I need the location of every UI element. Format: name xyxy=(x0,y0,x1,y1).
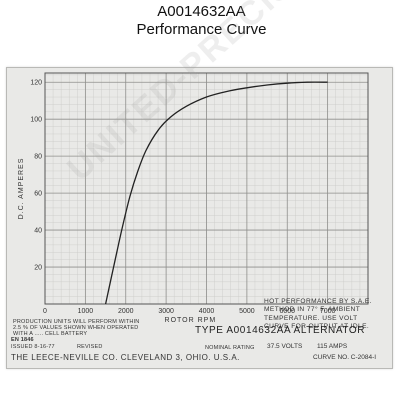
x-tick-label: 2000 xyxy=(118,308,134,315)
performance-curve-line xyxy=(104,81,328,305)
y-tick-label: 80 xyxy=(34,154,42,161)
x-tick-label: 6000 xyxy=(279,308,295,315)
part-number: A0014632AA xyxy=(157,3,246,20)
production-note-line: 2.5 % OF VALUES SHOWN WHEN OPERATED xyxy=(13,325,139,331)
performance-chart: 20 40 60 80 100 120 0 1000 2000 3000 4000 5000 6000… xyxy=(18,72,369,324)
note-line: HOT PERFORMANCE BY S.A.E. xyxy=(264,298,372,305)
company-name: THE LEECE-NEVILLE CO. CLEVELAND 3, OHIO.… xyxy=(11,353,240,362)
y-tick-label: 100 xyxy=(30,117,42,124)
plot-border xyxy=(44,72,369,305)
revised-label: REVISED xyxy=(77,344,103,350)
alternator-type: TYPE A0014632AA ALTERNATOR xyxy=(195,325,366,336)
y-tick-label: 40 xyxy=(34,228,42,235)
y-axis-label: D.C. AMPERES xyxy=(18,158,25,220)
production-note-line: WITH A ..... CELL BATTERY xyxy=(13,331,88,337)
performance-curve-sheet: 20 40 60 80 100 120 0 1000 2000 3000 4000 5000 6000… xyxy=(6,67,393,369)
curve-number: CURVE NO. C-2084-I xyxy=(313,354,377,361)
x-axis-label: ROTOR RPM xyxy=(165,317,217,324)
y-tick-label: 60 xyxy=(34,191,42,198)
y-tick-labels: 20 40 60 80 100 120 xyxy=(30,80,42,272)
x-tick-label: 1000 xyxy=(78,308,94,315)
x-tick-label: 7000 xyxy=(320,308,336,315)
x-tick-label: 3000 xyxy=(158,308,174,315)
x-tick-label: 5000 xyxy=(239,308,255,315)
test-method-note: HOT PERFORMANCE BY S.A.E. METHOD IN 77° … xyxy=(264,298,403,332)
x-tick-labels: 0 1000 2000 3000 4000 5000 6000 7000 xyxy=(43,308,335,315)
production-note-line: PRODUCTION UNITS WILL PERFORM WITHIN xyxy=(13,319,140,325)
page-subtitle: Performance Curve xyxy=(136,21,267,38)
note-line: TEMPERATURE. USE VOLT xyxy=(264,314,358,322)
issued-date: ISSUED 8-16-77 xyxy=(11,344,55,350)
y-tick-label: 20 xyxy=(34,265,42,272)
note-line: CURVE FOR OUTPUT AT IDLE. xyxy=(264,323,370,331)
nominal-amps: 115 AMPS xyxy=(317,343,348,350)
x-tick-label: 0 xyxy=(43,308,47,315)
nominal-rating-label: NOMINAL RATING xyxy=(205,345,255,351)
note-line: METHOD IN 77° F. AMBIENT xyxy=(264,306,361,314)
x-tick-label: 4000 xyxy=(199,308,215,315)
engineering-number: EN 1846 xyxy=(11,337,34,343)
y-tick-label: 120 xyxy=(30,80,42,87)
production-note: PRODUCTION UNITS WILL PERFORM WITHIN 2.5… xyxy=(13,319,139,337)
nominal-volts: 37.5 VOLTS xyxy=(267,343,303,350)
